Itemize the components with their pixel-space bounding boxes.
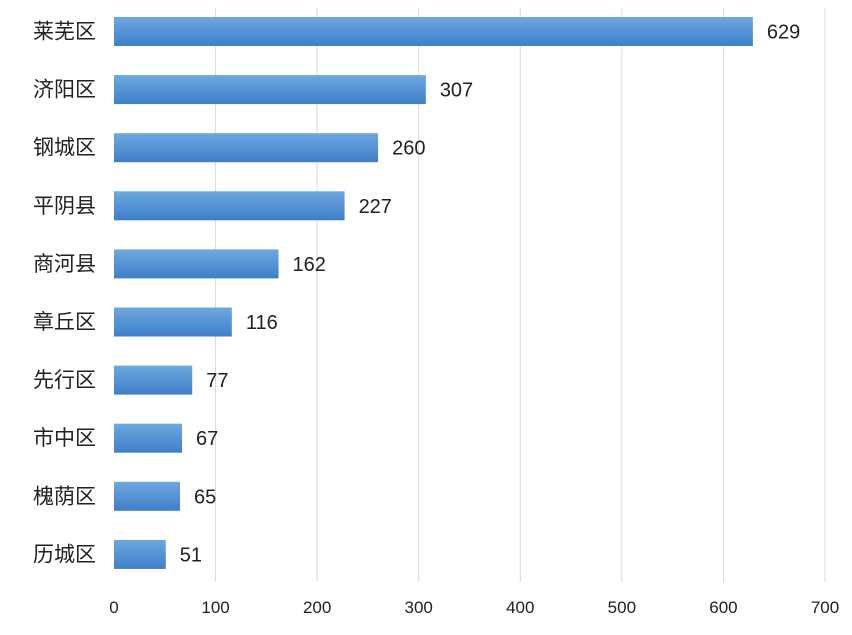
bar [114,75,426,105]
data-label: 162 [293,254,326,276]
category-label: 济阳区 [33,78,96,102]
x-tick-label: 600 [709,598,737,617]
category-label: 槐荫区 [33,484,96,508]
bars [114,17,753,569]
category-label: 历城区 [33,542,96,566]
category-label: 先行区 [33,368,96,392]
bar [114,481,181,511]
data-label: 67 [196,428,218,450]
data-label: 116 [246,312,278,334]
x-tick-label: 100 [201,598,229,617]
category-label: 莱芜区 [33,20,96,44]
data-label: 629 [767,22,800,44]
bar [114,423,183,453]
category-label: 钢城区 [33,136,96,160]
x-tick-label: 0 [109,598,118,617]
category-label: 章丘区 [33,310,96,334]
x-tick-label: 700 [811,598,839,617]
bar [114,307,232,337]
bar [114,249,279,279]
data-label: 307 [440,80,473,102]
bar [114,191,345,221]
x-tick-label: 300 [405,598,433,617]
x-axis-ticks: 0 100 200 300 400 500 600 700 [109,598,839,617]
data-label: 65 [194,486,216,508]
bar [114,365,193,395]
data-label: 51 [180,544,202,566]
bar [114,133,379,163]
category-label: 商河县 [33,252,96,276]
data-label: 260 [392,138,425,160]
value-labels: 629 307 260 227 162 116 77 67 65 51 [180,22,800,567]
x-tick-label: 400 [506,598,534,617]
bar [114,539,166,569]
bar [114,17,753,46]
data-label: 227 [359,196,392,218]
category-label: 平阴县 [33,194,96,218]
x-tick-label: 500 [608,598,636,617]
data-label: 77 [206,370,228,392]
x-tick-label: 200 [303,598,331,617]
category-label: 市中区 [33,426,96,450]
